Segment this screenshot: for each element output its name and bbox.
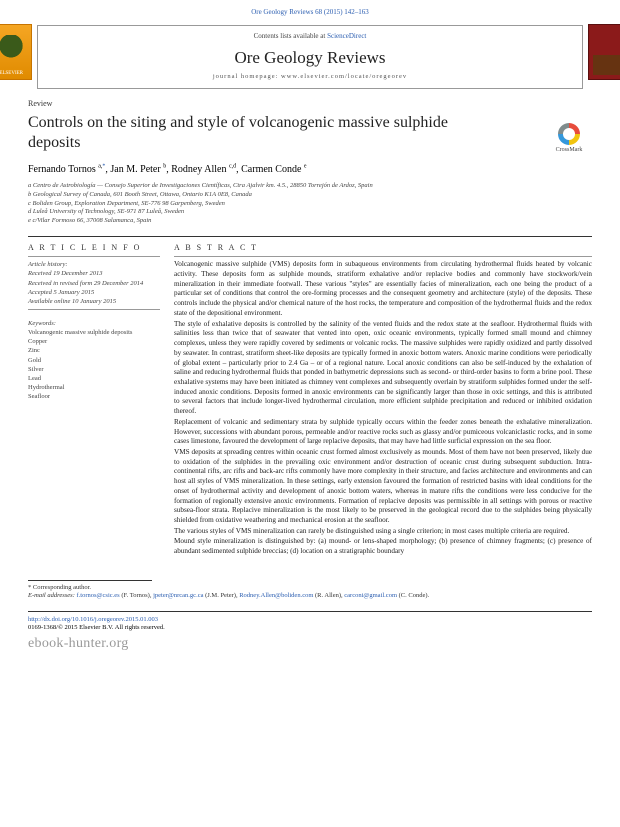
keyword: Copper xyxy=(28,337,160,346)
page-citation: Ore Geology Reviews 68 (2015) 142–163 xyxy=(0,0,620,21)
corresponding-footer: * Corresponding author. E-mail addresses… xyxy=(28,576,592,601)
affiliations: a Centro de Astrobiología — Consejo Supe… xyxy=(28,182,592,226)
corresponding-author: * Corresponding author. xyxy=(28,584,592,592)
history-item: Received 19 December 2013 xyxy=(28,269,160,278)
crossmark-icon xyxy=(558,123,580,145)
crossmark-label: CrossMark xyxy=(546,147,592,155)
history-item: Accepted 5 January 2015 xyxy=(28,288,160,297)
abstract-body: Volcanogenic massive sulphide (VMS) depo… xyxy=(174,260,592,557)
homepage-url[interactable]: www.elsevier.com/locate/oregeorev xyxy=(281,73,407,80)
watermark: ebook-hunter.org xyxy=(28,635,592,653)
history-label: Article history: xyxy=(28,260,160,269)
keyword: Lead xyxy=(28,374,160,383)
journal-header: ELSEVIER Contents lists available at Sci… xyxy=(37,25,583,89)
divider xyxy=(28,309,160,310)
keyword: Zinc xyxy=(28,346,160,355)
article-info-head: A R T I C L E I N F O xyxy=(28,243,160,253)
sciencedirect-line: Contents lists available at ScienceDirec… xyxy=(48,32,572,41)
keywords-list: Volcanogenic massive sulphide deposits C… xyxy=(28,328,160,401)
author: Rodney Allen c,d xyxy=(171,164,236,175)
keyword: Hydrothermal xyxy=(28,383,160,392)
divider xyxy=(174,256,592,257)
article-type: Review xyxy=(28,99,592,109)
email-link[interactable]: carconi@gmail.com xyxy=(344,592,397,599)
email-label: E-mail addresses: xyxy=(28,592,77,599)
article-info-column: A R T I C L E I N F O Article history: R… xyxy=(28,243,160,558)
sd-prefix: Contents lists available at xyxy=(254,32,328,40)
abstract-para: The style of exhalative deposits is cont… xyxy=(174,320,592,417)
email-addresses: E-mail addresses: f.tornos@csic.es (F. T… xyxy=(28,592,592,600)
email-link[interactable]: f.tornos@csic.es xyxy=(77,592,120,599)
authors-line: Fernando Tornos a,*, Jan M. Peter b, Rod… xyxy=(28,163,592,176)
sciencedirect-link[interactable]: ScienceDirect xyxy=(327,32,366,40)
history-item: Available online 10 January 2015 xyxy=(28,297,160,306)
journal-cover-thumb xyxy=(588,24,620,80)
abstract-para: Mound style mineralization is distinguis… xyxy=(174,537,592,556)
article-title: Controls on the siting and style of volc… xyxy=(28,113,479,153)
copyright-line: 0169-1368/© 2015 Elsevier B.V. All right… xyxy=(28,624,592,632)
doi-block: http://dx.doi.org/10.1016/j.oregeorev.20… xyxy=(28,616,592,633)
email-who: (J.M. Peter), xyxy=(203,592,239,599)
divider xyxy=(28,256,160,257)
email-who: (F. Tornos), xyxy=(120,592,153,599)
elsevier-tree-icon xyxy=(0,35,25,71)
email-link[interactable]: jpeter@nrcan.gc.ca xyxy=(153,592,203,599)
keyword: Silver xyxy=(28,365,160,374)
keywords-label: Keywords: xyxy=(28,320,160,328)
abstract-para: VMS deposits at spreading centres within… xyxy=(174,448,592,526)
keyword: Volcanogenic massive sulphide deposits xyxy=(28,328,160,337)
abstract-para: The various styles of VMS mineralization… xyxy=(174,527,592,537)
author: Fernando Tornos a,* xyxy=(28,164,105,175)
divider xyxy=(28,580,152,581)
abstract-column: A B S T R A C T Volcanogenic massive sul… xyxy=(174,243,592,558)
abstract-head: A B S T R A C T xyxy=(174,243,592,253)
abstract-para: Replacement of volcanic and sedimentary … xyxy=(174,418,592,447)
homepage-prefix: journal homepage: xyxy=(213,73,281,80)
email-who: (R. Allen), xyxy=(313,592,344,599)
abstract-para: Volcanogenic massive sulphide (VMS) depo… xyxy=(174,260,592,318)
keyword: Seafloor xyxy=(28,392,160,401)
doi-link[interactable]: http://dx.doi.org/10.1016/j.oregeorev.20… xyxy=(28,616,158,623)
email-who: (C. Conde). xyxy=(397,592,429,599)
journal-homepage: journal homepage: www.elsevier.com/locat… xyxy=(48,73,572,81)
divider xyxy=(28,236,592,237)
elsevier-logo: ELSEVIER xyxy=(0,24,32,80)
divider xyxy=(28,611,592,612)
history-item: Received in revised form 29 December 201… xyxy=(28,279,160,288)
email-link[interactable]: Rodney.Allen@boliden.com xyxy=(239,592,313,599)
affiliation: e c/Vilar Formoso 66, 37008 Salamanca, S… xyxy=(28,217,592,226)
elsevier-label: ELSEVIER xyxy=(0,71,23,78)
affiliation: a Centro de Astrobiología — Consejo Supe… xyxy=(28,182,592,191)
affiliation: c Boliden Group, Exploration Department,… xyxy=(28,200,592,209)
author: Jan M. Peter b xyxy=(110,164,166,175)
affiliation: d Luleå University of Technology, SE-971… xyxy=(28,208,592,217)
author: Carmen Conde e xyxy=(241,164,306,175)
affiliation: b Geological Survey of Canada, 601 Booth… xyxy=(28,191,592,200)
journal-name: Ore Geology Reviews xyxy=(48,47,572,69)
keyword: Gold xyxy=(28,356,160,365)
crossmark-badge[interactable]: CrossMark xyxy=(546,123,592,155)
